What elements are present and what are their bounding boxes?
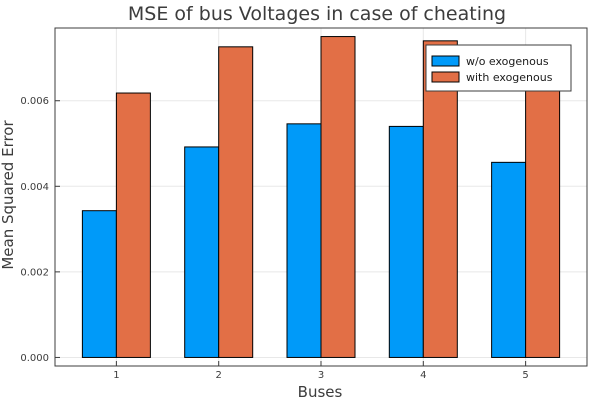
legend-label-with-exogenous: with exogenous	[466, 71, 553, 84]
bar-series2-bus5	[525, 66, 561, 358]
x-tick-label: 4	[420, 370, 426, 381]
legend-swatch-w-o-exogenous	[431, 55, 460, 67]
bar-series1-bus2	[184, 146, 220, 358]
chart-title: MSE of bus Voltages in case of cheating	[128, 3, 506, 25]
bar-series2-bus2	[218, 46, 254, 358]
bar-series2-bus1	[115, 92, 151, 358]
bar-series1-bus5	[491, 161, 527, 358]
tick-labels: 0.000 0.002 0.004 0.006 1 2 3 4 5	[20, 96, 528, 381]
legend: w/o exogenous with exogenous	[425, 44, 572, 92]
bars	[81, 36, 561, 358]
bar-series2-bus3	[320, 36, 356, 358]
x-tick-label: 1	[113, 370, 119, 381]
y-tick-label: 0.004	[20, 182, 49, 193]
bar-series1-bus4	[388, 125, 424, 358]
x-axis-label: Buses	[298, 383, 343, 400]
bar-series2-bus4	[422, 40, 458, 358]
bar-series1-bus1	[81, 210, 117, 358]
x-tick-label: 2	[216, 370, 222, 381]
y-tick-label: 0.006	[20, 96, 49, 107]
x-tick-label: 3	[318, 370, 324, 381]
legend-box	[425, 44, 572, 92]
legend-swatch-with-exogenous	[431, 71, 460, 83]
y-tick-label: 0.002	[20, 267, 49, 278]
y-axis-label: Mean Squared Error	[0, 120, 17, 270]
x-tick-label: 5	[522, 370, 528, 381]
bar-series1-bus3	[286, 123, 322, 358]
legend-label-w-o-exogenous: w/o exogenous	[466, 55, 549, 68]
y-tick-label: 0.000	[20, 353, 49, 364]
